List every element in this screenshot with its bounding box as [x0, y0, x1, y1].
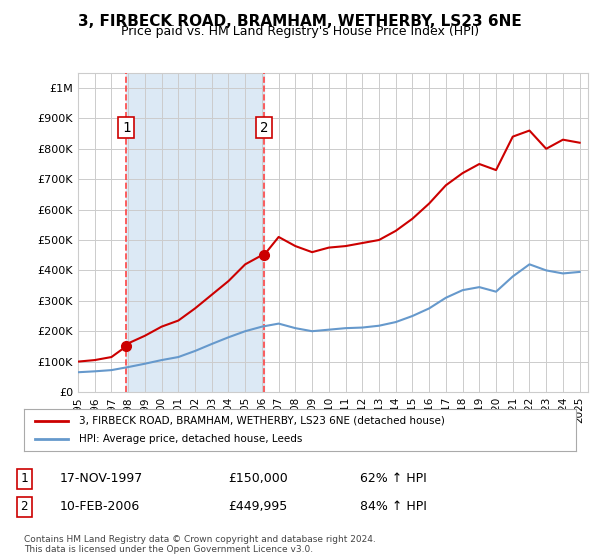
Text: HPI: Average price, detached house, Leeds: HPI: Average price, detached house, Leed…: [79, 434, 302, 444]
Text: £449,995: £449,995: [228, 500, 287, 514]
Text: 2: 2: [260, 120, 268, 134]
Text: 84% ↑ HPI: 84% ↑ HPI: [360, 500, 427, 514]
Text: 17-NOV-1997: 17-NOV-1997: [60, 472, 143, 486]
Text: 3, FIRBECK ROAD, BRAMHAM, WETHERBY, LS23 6NE (detached house): 3, FIRBECK ROAD, BRAMHAM, WETHERBY, LS23…: [79, 416, 445, 426]
Text: 1: 1: [20, 472, 28, 486]
Text: 2: 2: [20, 500, 28, 514]
Text: 3, FIRBECK ROAD, BRAMHAM, WETHERBY, LS23 6NE: 3, FIRBECK ROAD, BRAMHAM, WETHERBY, LS23…: [78, 14, 522, 29]
Text: 10-FEB-2006: 10-FEB-2006: [60, 500, 140, 514]
Text: Contains HM Land Registry data © Crown copyright and database right 2024.
This d: Contains HM Land Registry data © Crown c…: [24, 535, 376, 554]
Text: £150,000: £150,000: [228, 472, 288, 486]
Text: 1: 1: [122, 120, 130, 134]
Text: 62% ↑ HPI: 62% ↑ HPI: [360, 472, 427, 486]
Bar: [126, 73, 264, 392]
Text: Price paid vs. HM Land Registry's House Price Index (HPI): Price paid vs. HM Land Registry's House …: [121, 25, 479, 38]
